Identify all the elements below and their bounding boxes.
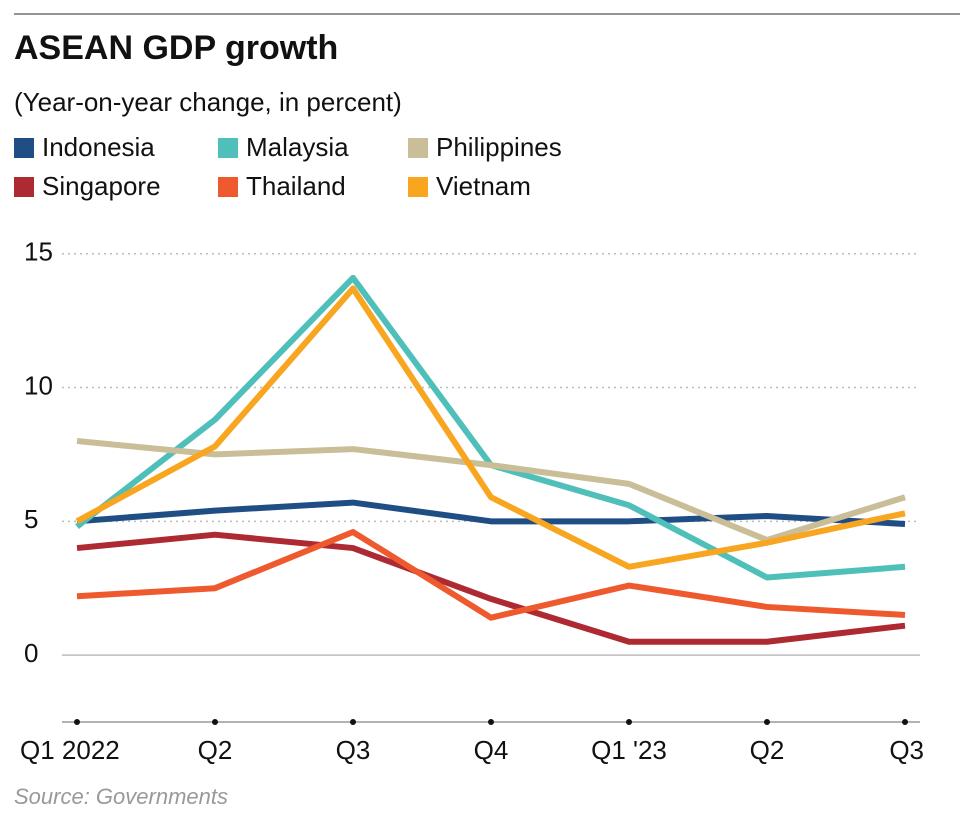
y-tick-label: 0 (24, 638, 38, 668)
y-tick-label: 15 (24, 237, 53, 267)
x-tick-label: Q2 (198, 735, 233, 765)
legend-swatch (14, 177, 34, 197)
legend-swatch (218, 138, 238, 158)
legend-label: Vietnam (436, 171, 531, 201)
x-tick-label: Q3 (336, 735, 371, 765)
legend-label: Philippines (436, 132, 562, 162)
legend-swatch (408, 177, 428, 197)
x-tick-dot (764, 719, 770, 725)
y-tick-label: 10 (24, 370, 53, 400)
y-tick-label: 5 (24, 504, 38, 534)
x-tick-label: Q1 '23 (591, 735, 667, 765)
x-tick-label: Q4 (474, 735, 509, 765)
series-line (75, 274, 906, 581)
x-tick-dot (74, 719, 80, 725)
x-tick-dot (902, 719, 908, 725)
legend-label: Malaysia (246, 132, 349, 162)
legend-label: Singapore (42, 171, 161, 201)
chart-subtitle: (Year-on-year change, in percent) (14, 87, 402, 117)
series-line (75, 285, 906, 570)
series-line (76, 499, 906, 527)
x-tick-dot (212, 719, 218, 725)
legend-label: Thailand (246, 171, 346, 201)
legend-swatch (218, 177, 238, 197)
x-tick-dot (488, 719, 494, 725)
source: Source: Governments (14, 784, 228, 809)
series-line (76, 531, 906, 645)
x-tick-label: Q3 (889, 735, 924, 765)
x-tick-dot (626, 719, 632, 725)
x-tick-label: Q1 2022 (20, 735, 120, 765)
x-tick-label: Q2 (750, 735, 785, 765)
x-tick-dot (350, 719, 356, 725)
chart-title: ASEAN GDP growth (14, 29, 338, 67)
series-line (76, 529, 906, 621)
legend-label: Indonesia (42, 132, 155, 162)
legend-swatch (14, 138, 34, 158)
legend-swatch (408, 138, 428, 158)
